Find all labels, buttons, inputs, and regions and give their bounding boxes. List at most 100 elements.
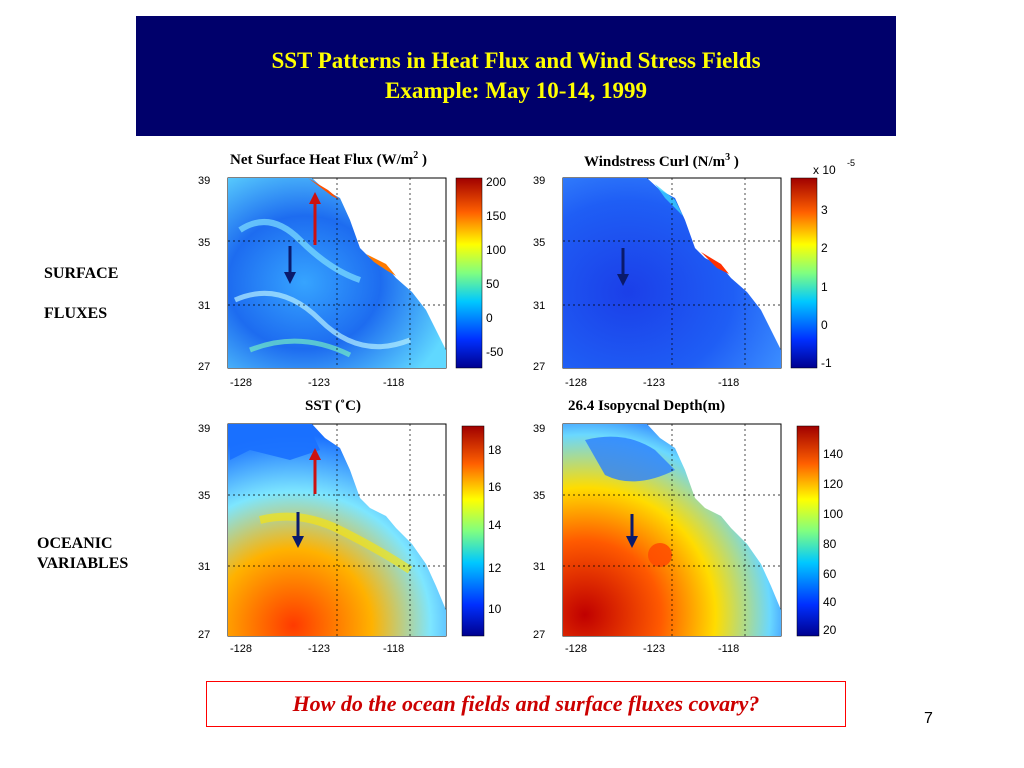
lat-tick: 35 <box>533 237 545 249</box>
slide-title-banner: SST Patterns in Heat Flux and Wind Stres… <box>136 16 896 136</box>
lon-tick: -123 <box>308 377 330 389</box>
shallow-isopycnal-region <box>585 436 675 482</box>
isopycnal-panel: 39 35 31 27 -128 -123 -118 140 120 100 8… <box>525 420 865 655</box>
flux-filament <box>238 219 361 283</box>
colorbar-tick: 120 <box>823 477 843 491</box>
lat-tick: 35 <box>533 490 545 502</box>
navy-arrowhead <box>284 272 296 284</box>
deep-eddy <box>648 543 672 567</box>
lat-tick: 31 <box>533 300 545 312</box>
colorbar-tick: 14 <box>488 518 502 532</box>
flux-filament <box>249 338 352 358</box>
lat-tick: 35 <box>198 490 210 502</box>
surface-label-line2: FLUXES <box>44 305 108 322</box>
windstress-map: 39 35 31 27 -128 -123 -118 x 10 -5 3 2 1… <box>533 158 855 389</box>
lat-tick: 31 <box>198 561 210 573</box>
coastal-hotspot <box>701 252 729 274</box>
colorbar-tick: 40 <box>823 595 837 609</box>
heat-flux-colorbar <box>455 177 483 369</box>
lon-tick: -123 <box>643 377 665 389</box>
lon-tick: -118 <box>718 377 739 389</box>
lon-tick: -128 <box>230 377 252 389</box>
heat-flux-map-title: Net Surface Heat Flux (W/m2 ) <box>230 150 427 169</box>
sst-panel: 39 35 31 27 -128 -123 -118 18 16 14 12 1… <box>190 420 530 655</box>
lon-tick: -128 <box>565 643 587 655</box>
lat-tick: 31 <box>533 561 545 573</box>
colorbar-exponent-power: -5 <box>847 158 855 168</box>
flux-filament <box>233 290 411 350</box>
surface-fluxes-label: SURFACE FLUXES <box>44 264 118 324</box>
oceanic-variables-label: OCEANIC VARIABLES <box>37 534 128 574</box>
heat-flux-title-sup: 2 <box>413 150 419 161</box>
windstress-title-suffix: ) <box>730 154 739 170</box>
question-text: How do the ocean fields and surface flux… <box>292 691 760 716</box>
isopycnal-map-title: 26.4 Isopycnal Depth(m) <box>568 398 725 415</box>
navy-arrowhead <box>626 536 638 548</box>
colorbar-exponent: x 10 <box>813 163 836 177</box>
red-arrowhead <box>309 192 321 204</box>
oceanic-label-line2: VARIABLES <box>37 555 129 572</box>
lat-tick: 27 <box>533 629 545 641</box>
lon-tick: -123 <box>643 643 665 655</box>
colorbar-tick: 16 <box>488 480 502 494</box>
colorbar-tick: 2 <box>821 241 828 255</box>
oceanic-label-line1: OCEANIC <box>37 535 113 552</box>
colorbar-tick: 50 <box>486 277 500 291</box>
lon-tick: -128 <box>230 643 252 655</box>
colorbar-tick: 20 <box>823 623 837 637</box>
heat-flux-title-text: Net Surface Heat Flux (W/m <box>230 152 414 168</box>
windstress-map-title: Windstress Curl (N/m3 ) <box>584 152 739 171</box>
sst-map-title: SST (˚C) <box>305 398 361 415</box>
lat-tick: 35 <box>198 237 210 249</box>
page-number: 7 <box>924 710 933 727</box>
windstress-title-sup: 3 <box>725 152 731 163</box>
heat-flux-title-suffix: ) <box>418 152 428 168</box>
sst-colorbar <box>461 425 485 637</box>
colorbar-tick: -1 <box>821 356 832 370</box>
slide-title-line2: Example: May 10-14, 1999 <box>385 78 647 103</box>
colorbar-tick: 140 <box>823 447 843 461</box>
red-arrowhead <box>309 448 321 460</box>
windstress-title-text: Windstress Curl (N/m <box>584 154 726 170</box>
colorbar-tick: 100 <box>486 243 506 257</box>
isopycnal-title-text: 26.4 Isopycnal Depth(m) <box>568 398 726 414</box>
colorbar-tick: 12 <box>488 561 502 575</box>
heat-flux-panel: 39 35 31 27 -128 -123 -118 200 150 100 5… <box>190 170 530 400</box>
colorbar-tick: 10 <box>488 602 502 616</box>
lon-tick: -118 <box>718 643 739 655</box>
isopycnal-map: 39 35 31 27 -128 -123 -118 140 120 100 8… <box>533 423 843 655</box>
heat-flux-map: 39 35 31 27 -128 -123 -118 200 150 100 5… <box>198 175 506 389</box>
lat-tick: 27 <box>198 629 210 641</box>
colorbar-tick: 0 <box>486 311 493 325</box>
lat-tick: 39 <box>198 423 210 435</box>
lon-tick: -118 <box>383 377 404 389</box>
windstress-panel: 39 35 31 27 -128 -123 -118 x 10 -5 3 2 1… <box>525 158 865 400</box>
navy-arrowhead <box>292 536 304 548</box>
sst-map: 39 35 31 27 -128 -123 -118 18 16 14 12 1… <box>198 423 502 655</box>
colorbar-tick: 3 <box>821 203 828 217</box>
sst-title-text: SST (˚C) <box>305 398 361 414</box>
lat-tick: 31 <box>198 300 210 312</box>
colorbar-tick: 60 <box>823 567 837 581</box>
lat-tick: 39 <box>198 175 210 187</box>
colorbar-tick: 200 <box>486 175 506 189</box>
colorbar-tick: 1 <box>821 280 828 294</box>
lon-tick: -118 <box>383 643 404 655</box>
lat-tick: 39 <box>533 175 545 187</box>
slide-title-line1: SST Patterns in Heat Flux and Wind Stres… <box>271 48 761 73</box>
colorbar-tick: -50 <box>486 345 504 359</box>
coastal-hotspot <box>366 254 396 276</box>
coastal-band <box>655 184 683 216</box>
colorbar-tick: 150 <box>486 209 506 223</box>
lat-tick: 27 <box>533 361 545 373</box>
lon-tick: -123 <box>308 643 330 655</box>
sst-filament <box>259 512 413 574</box>
coastal-hotspot <box>308 178 340 200</box>
colorbar-tick: 18 <box>488 443 502 457</box>
question-box: How do the ocean fields and surface flux… <box>206 681 846 727</box>
cool-water-region <box>230 428 320 460</box>
surface-label-line1: SURFACE <box>44 265 119 282</box>
colorbar-tick: 100 <box>823 507 843 521</box>
lat-tick: 27 <box>198 361 210 373</box>
windstress-colorbar <box>790 177 818 369</box>
